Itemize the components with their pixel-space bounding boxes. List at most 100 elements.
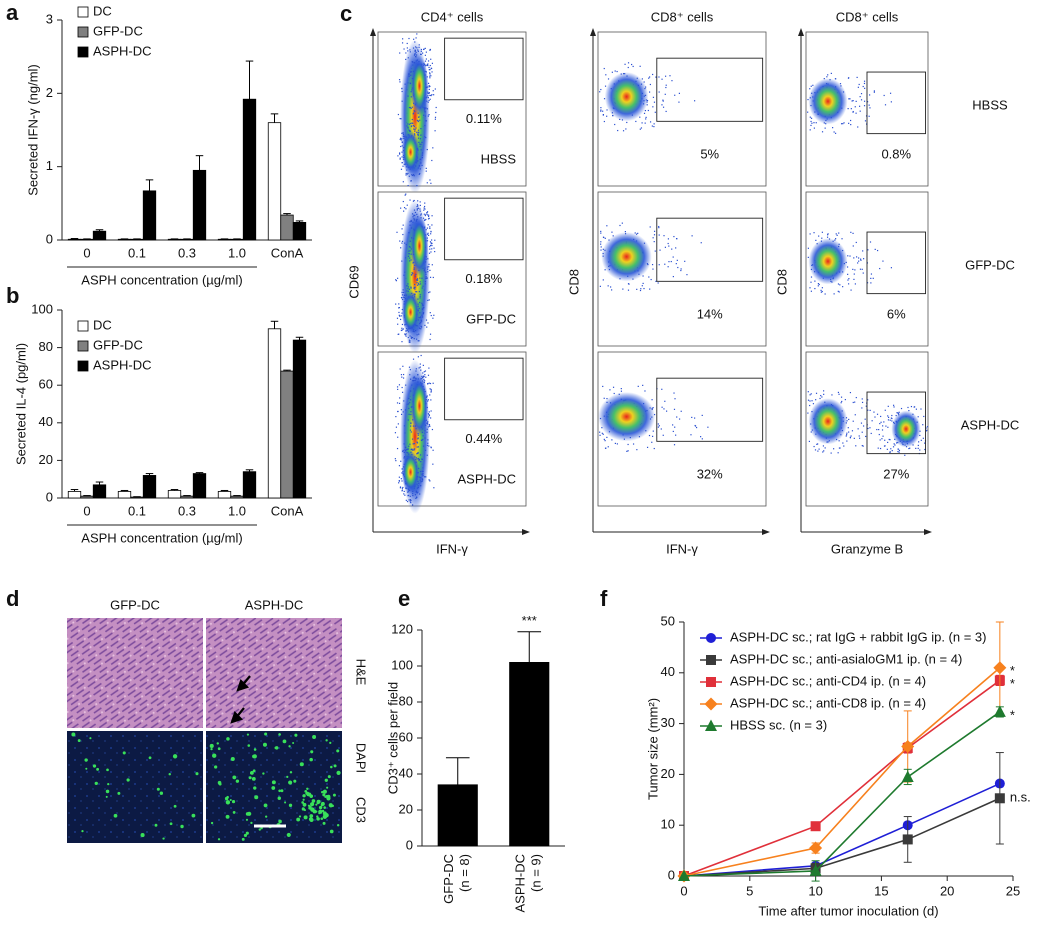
event-dot [424, 437, 426, 439]
event-dot [395, 280, 398, 282]
error-bar [270, 320, 279, 329]
event-dot [672, 275, 674, 278]
event-dot [405, 499, 407, 501]
cd3-cell [336, 770, 341, 775]
cd3-cell [298, 815, 302, 818]
event-dot [400, 139, 402, 141]
event-dot [414, 50, 416, 53]
cd3-cell [309, 814, 314, 818]
event-dot [427, 82, 430, 84]
event-dot [600, 107, 602, 109]
row-label: ASPH-DC [457, 471, 516, 486]
event-dot [879, 267, 881, 270]
event-dot [410, 336, 413, 338]
x-tick-label: 0.3 [178, 503, 196, 518]
event-dot [604, 85, 607, 87]
event-dot [424, 202, 426, 204]
density [891, 410, 921, 448]
event-dot [863, 100, 866, 102]
legend-label: ASPH-DC [93, 43, 152, 58]
event-dot [417, 120, 419, 122]
legend-label: DC [93, 317, 112, 332]
cd3-cell [71, 732, 76, 737]
event-dot [809, 394, 811, 396]
event-dot [398, 482, 400, 484]
event-dot [843, 445, 845, 447]
density [401, 130, 420, 174]
event-dot [417, 50, 419, 52]
event-dot [862, 425, 865, 427]
event-dot [398, 153, 401, 155]
event-dot [814, 287, 816, 290]
event-dot [849, 391, 852, 394]
event-dot [420, 369, 422, 371]
y-tick-label: 10 [661, 817, 675, 832]
event-dot [412, 174, 414, 177]
event-dot [807, 98, 809, 101]
event-dot [847, 108, 849, 110]
event-dot [599, 434, 601, 436]
event-dot [424, 47, 426, 49]
event-dot [408, 250, 410, 252]
event-dot [645, 118, 647, 120]
event-dot [415, 497, 417, 499]
legend-marker [705, 719, 717, 731]
event-dot [429, 179, 431, 181]
event-dot [409, 499, 412, 501]
error-bar [283, 369, 291, 372]
event-dot [639, 65, 641, 67]
event-dot [691, 235, 693, 237]
event-dot [401, 386, 403, 389]
x-tick-label: 0 [680, 883, 687, 898]
event-dot [428, 92, 430, 94]
event-dot [626, 450, 628, 452]
event-dot [404, 194, 406, 196]
event-dot [887, 426, 889, 428]
event-dot [425, 277, 428, 279]
event-dot [658, 225, 660, 228]
event-dot [422, 304, 424, 307]
event-dot [644, 390, 646, 392]
cd3-cell [303, 815, 308, 820]
y-axis-label: CD8 [774, 269, 789, 295]
event-dot [428, 252, 431, 254]
event-dot [419, 470, 422, 473]
event-dot [821, 231, 823, 233]
event-dot [662, 100, 664, 102]
event-dot [827, 233, 829, 235]
event-dot [413, 173, 415, 176]
y-tick-label: 20 [399, 801, 413, 816]
event-dot [404, 334, 406, 336]
event-dot [649, 288, 651, 290]
event-dot [684, 260, 686, 262]
cd3-cell [286, 775, 289, 778]
event-dot [430, 67, 432, 69]
event-dot [422, 52, 424, 54]
cd3-cell [324, 778, 328, 782]
event-dot [409, 399, 412, 401]
event-dot [410, 219, 412, 222]
gate [656, 57, 764, 122]
event-dot [632, 65, 634, 68]
event-dot [603, 397, 605, 399]
event-dot [863, 80, 866, 82]
event-dot [870, 273, 873, 275]
bar [192, 473, 207, 499]
event-dot [398, 306, 400, 309]
event-dot [417, 131, 420, 133]
event-dot [434, 250, 436, 253]
event-dot [610, 286, 612, 288]
event-dot [678, 101, 680, 103]
event-dot [810, 393, 812, 395]
event-dot [427, 115, 429, 117]
event-dot [429, 338, 431, 341]
event-dot [416, 278, 419, 280]
x-tick-label: 1.0 [228, 245, 246, 260]
bar [92, 230, 107, 241]
marker [993, 661, 1007, 675]
series-line [683, 667, 1001, 877]
event-dot [866, 282, 869, 284]
event-dot [428, 424, 431, 426]
axis-arrow [522, 529, 530, 535]
event-dot [399, 240, 401, 242]
